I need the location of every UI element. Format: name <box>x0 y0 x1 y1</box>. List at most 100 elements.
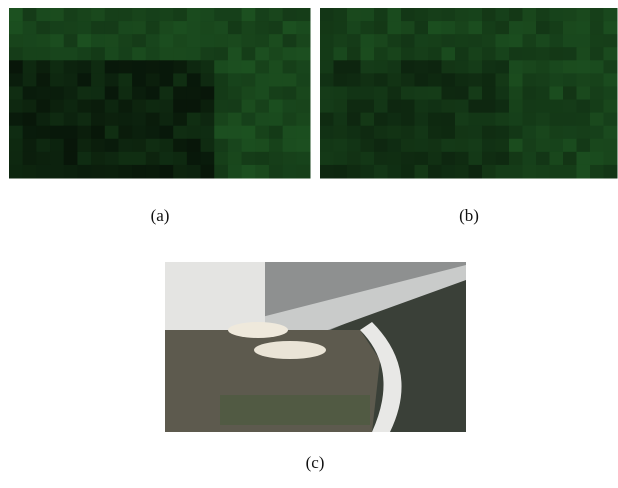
pixel <box>441 21 456 35</box>
pixel <box>347 99 361 114</box>
pixel <box>360 99 375 114</box>
pixel <box>576 86 591 101</box>
pixel <box>104 60 119 74</box>
pixel <box>603 138 618 153</box>
pixel <box>91 125 106 140</box>
pixel <box>468 8 483 22</box>
pixel <box>214 138 229 153</box>
pixel <box>77 112 92 127</box>
pixel <box>282 47 297 61</box>
pixel <box>132 125 147 140</box>
pixel <box>145 34 160 48</box>
pixel <box>509 164 523 179</box>
pixel <box>576 164 591 179</box>
pixel <box>441 73 456 87</box>
pixel <box>104 112 119 127</box>
pixel <box>603 73 618 87</box>
pixel <box>159 164 174 179</box>
pixel <box>91 151 106 166</box>
pixel <box>495 99 510 114</box>
pixel <box>333 138 348 153</box>
pixel <box>282 60 297 74</box>
pixel <box>347 164 361 179</box>
pixel <box>36 8 51 22</box>
pixel <box>214 8 229 22</box>
pixel <box>522 34 537 48</box>
pixel <box>132 34 147 48</box>
pixel <box>77 164 92 179</box>
pixel <box>9 86 24 101</box>
pixel <box>509 112 523 127</box>
pixel <box>104 47 119 61</box>
pixel <box>241 125 256 140</box>
pixel <box>186 151 202 166</box>
pixel <box>268 60 284 74</box>
pixel <box>227 138 243 153</box>
pixel <box>104 34 119 48</box>
pixel <box>320 47 334 61</box>
pixel <box>576 73 591 87</box>
pixel <box>36 164 51 179</box>
pixel <box>576 112 591 127</box>
pixel <box>333 73 348 87</box>
pixel <box>360 125 375 140</box>
pixel <box>22 47 37 61</box>
pixel <box>576 60 591 74</box>
pixel <box>495 34 510 48</box>
pixel <box>482 34 496 48</box>
pixel <box>282 34 297 48</box>
pixel <box>414 112 429 127</box>
pixel <box>482 138 496 153</box>
pixel <box>186 73 202 87</box>
pixel <box>91 112 106 127</box>
pixel <box>549 86 564 101</box>
pixel <box>186 112 202 127</box>
pixel <box>360 34 375 48</box>
pixel <box>468 151 483 166</box>
photo-plants <box>220 395 370 425</box>
pixel <box>255 125 270 140</box>
pixel <box>104 86 119 101</box>
pixel <box>227 34 243 48</box>
pixel <box>9 47 24 61</box>
pixel <box>428 21 442 35</box>
pixel <box>77 73 92 87</box>
pixel <box>401 112 415 127</box>
pixel <box>296 112 311 127</box>
pixel <box>563 164 577 179</box>
pixel <box>9 8 24 22</box>
pixel <box>401 47 415 61</box>
pixel <box>333 8 348 22</box>
pixel <box>333 112 348 127</box>
pixel <box>200 34 215 48</box>
pixel <box>22 60 37 74</box>
pixel <box>387 125 402 140</box>
pixel <box>282 112 297 127</box>
pixel <box>509 125 523 140</box>
pixel <box>241 73 256 87</box>
pixel <box>509 60 523 74</box>
pixel <box>320 151 334 166</box>
pixel <box>536 34 550 48</box>
pixel <box>22 21 37 35</box>
pixel <box>603 8 618 22</box>
pixel <box>590 138 604 153</box>
pixel <box>455 86 469 101</box>
pixel <box>401 21 415 35</box>
pixel <box>36 125 51 140</box>
pixel <box>9 138 24 153</box>
pixel <box>522 125 537 140</box>
pixel <box>441 138 456 153</box>
pixel <box>214 60 229 74</box>
pixel <box>428 112 442 127</box>
pixel <box>282 151 297 166</box>
pixel <box>603 151 618 166</box>
pixel <box>468 164 483 179</box>
pixel <box>36 73 51 87</box>
pixel <box>468 47 483 61</box>
pixel <box>333 125 348 140</box>
pixel <box>590 151 604 166</box>
pixel <box>495 47 510 61</box>
pixel <box>482 8 496 22</box>
pixel <box>241 138 256 153</box>
